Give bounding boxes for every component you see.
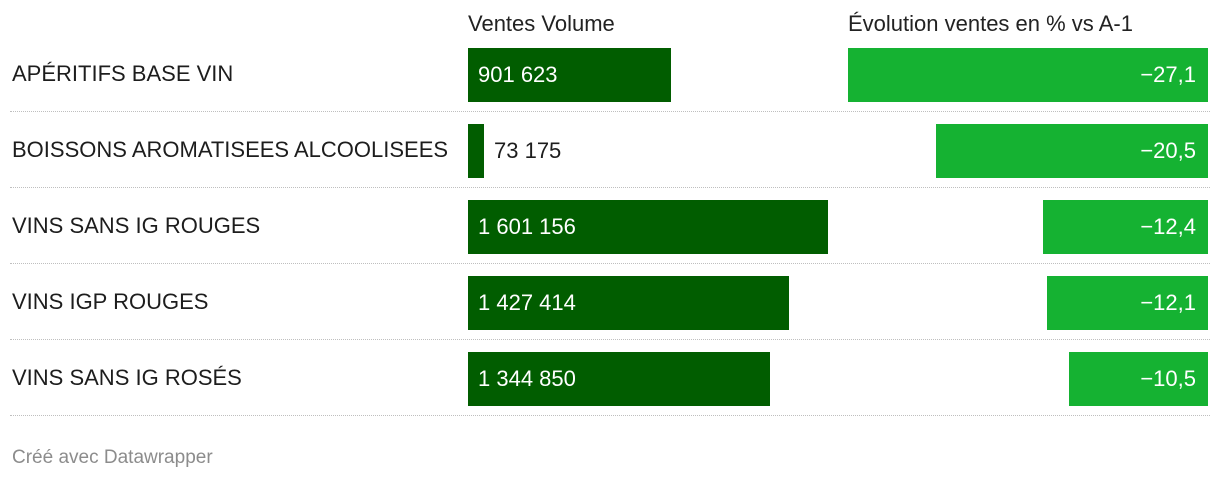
- category-label: VINS SANS IG ROSÉS: [12, 365, 242, 390]
- volume-bar: [468, 124, 484, 178]
- evolution-column-header: Évolution ventes en % vs A-1: [848, 11, 1133, 36]
- table-row: BOISSONS AROMATISEES ALCOOLISEES 73 175 −2…: [0, 112, 1220, 188]
- datawrapper-credit: Créé avec Datawrapper: [12, 447, 213, 468]
- category-label: VINS IGP ROUGES: [12, 289, 209, 314]
- category-label: BOISSONS AROMATISEES ALCOOLISEES: [12, 137, 449, 162]
- table-row: APÉRITIFS BASE VIN 901 623 −27,1: [0, 36, 1220, 112]
- evolution-value-label: −27,1: [1140, 62, 1196, 87]
- volume-bar: [468, 276, 789, 330]
- volume-bar: [468, 352, 770, 406]
- volume-value-label: 901 623: [478, 62, 558, 87]
- table-row: VINS IGP ROUGES 1 427 414 −12,1: [0, 264, 1220, 340]
- evolution-bar: [1069, 352, 1208, 406]
- evolution-bar: [848, 48, 1208, 102]
- volume-value-label: 1 344 850: [478, 366, 576, 391]
- evolution-bar: [936, 124, 1208, 178]
- volume-column-header: Ventes Volume: [468, 11, 615, 36]
- evolution-bar: [1047, 276, 1208, 330]
- category-label: VINS SANS IG ROUGES: [12, 213, 261, 238]
- category-label: APÉRITIFS BASE VIN: [12, 61, 234, 86]
- evolution-value-label: −20,5: [1140, 138, 1196, 163]
- volume-value-label: 1 427 414: [478, 290, 576, 315]
- row-divider: [10, 187, 1210, 188]
- volume-value-label: 1 601 156: [478, 214, 576, 239]
- evolution-bar: [1043, 200, 1208, 254]
- volume-bar: [468, 200, 828, 254]
- evolution-value-label: −10,5: [1140, 366, 1196, 391]
- evolution-value-label: −12,1: [1140, 290, 1196, 315]
- row-divider: [10, 415, 1210, 416]
- row-divider: [10, 263, 1210, 264]
- table-row: VINS SANS IG ROUGES 1 601 156 −12,4: [0, 188, 1220, 264]
- row-divider: [10, 111, 1210, 112]
- evolution-value-label: −12,4: [1140, 214, 1196, 239]
- volume-bar: [468, 48, 671, 102]
- row-divider: [10, 339, 1210, 340]
- table-row: VINS SANS IG ROSÉS 1 344 850 −10,5: [0, 340, 1220, 416]
- volume-value-label: 73 175: [494, 138, 562, 163]
